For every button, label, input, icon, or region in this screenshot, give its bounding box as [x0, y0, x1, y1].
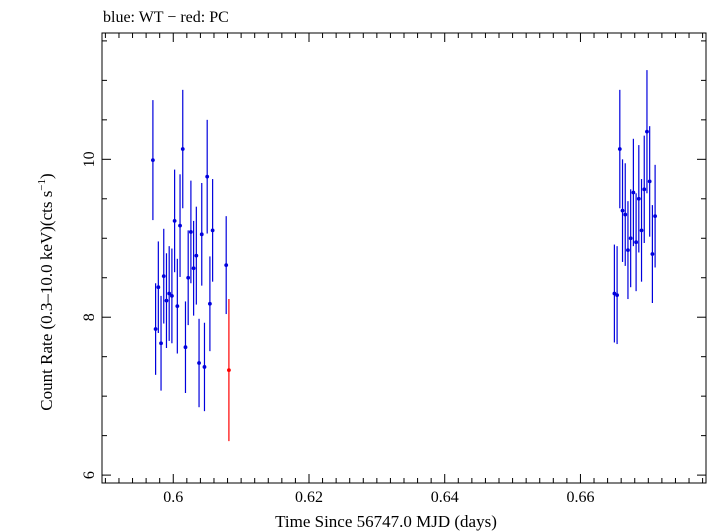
- data-point: [615, 293, 619, 298]
- data-point: [150, 158, 155, 163]
- data-point: [164, 298, 169, 303]
- data-point: [199, 232, 204, 237]
- data-point: [180, 147, 185, 151]
- y-axis-label-main: Count Rate (0.3–10.0 keV)(cts s: [37, 191, 56, 411]
- data-point: [653, 214, 658, 219]
- label-layer: 0.6 0.62 0.64 0.66 6 8 10: [81, 151, 594, 506]
- data-point: [224, 263, 229, 268]
- data-point: [175, 304, 180, 309]
- series-pc: [227, 299, 231, 442]
- data-point: [210, 228, 215, 233]
- data-point: [617, 147, 622, 151]
- data-point: [170, 293, 174, 298]
- data-point: [636, 196, 641, 201]
- data-layer: [150, 70, 658, 442]
- tick-layer: [102, 33, 706, 483]
- data-point: [645, 129, 649, 134]
- data-point: [159, 341, 163, 346]
- data-point: [161, 274, 166, 279]
- data-point: [205, 174, 210, 179]
- data-point: [191, 266, 196, 271]
- y-axis-label: Count Rate (0.3–10.0 keV)(cts s−1): [36, 173, 56, 410]
- data-point: [650, 252, 655, 256]
- data-point: [197, 361, 201, 365]
- y-tick-label: 8: [81, 313, 98, 321]
- y-axis-label-superscript: −1: [36, 179, 48, 191]
- data-point: [631, 190, 636, 195]
- y-axis-label-close: ): [37, 173, 56, 179]
- data-point: [623, 212, 628, 217]
- data-point: [227, 368, 231, 373]
- data-point: [172, 218, 177, 223]
- y-tick-label: 6: [81, 471, 98, 479]
- series-wt: [150, 70, 658, 412]
- x-axis-label: Time Since 56747.0 MJD (days): [275, 512, 497, 531]
- data-point: [156, 285, 161, 290]
- x-tick-label: 0.66: [566, 489, 594, 506]
- y-tick-label: 10: [81, 151, 98, 167]
- data-point: [620, 208, 625, 213]
- data-point: [626, 248, 630, 253]
- data-point: [194, 253, 199, 258]
- x-tick-label: 0.64: [431, 489, 459, 506]
- data-point: [642, 187, 647, 192]
- data-point: [167, 291, 172, 296]
- data-point: [208, 301, 212, 306]
- data-point: [178, 223, 182, 228]
- chart-title: blue: WT − red: PC: [103, 9, 229, 26]
- data-point: [186, 275, 191, 280]
- data-point: [639, 228, 644, 233]
- x-tick-label: 0.62: [295, 489, 323, 506]
- x-tick-label: 0.6: [163, 489, 183, 506]
- data-point: [202, 365, 207, 369]
- data-point: [628, 236, 633, 241]
- data-point: [189, 230, 193, 234]
- data-point: [647, 179, 652, 184]
- data-point: [153, 327, 158, 331]
- data-point: [183, 345, 188, 350]
- data-point: [634, 240, 638, 245]
